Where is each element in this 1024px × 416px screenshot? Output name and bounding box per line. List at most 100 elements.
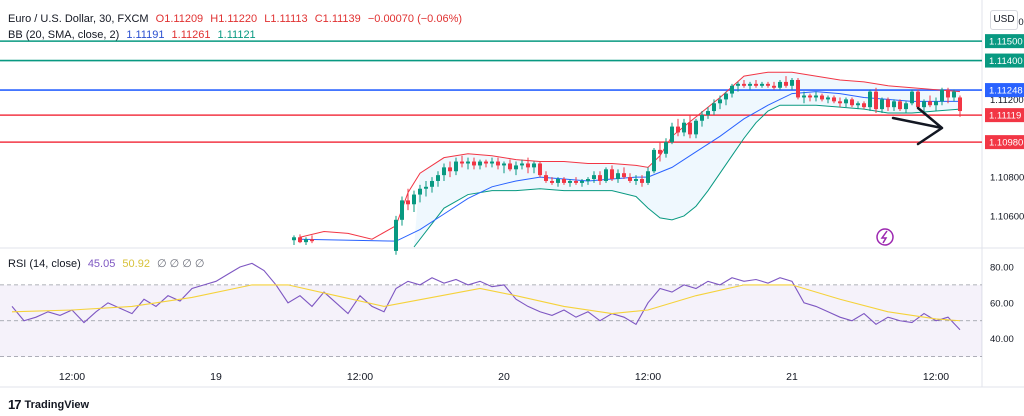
candle-body bbox=[442, 167, 446, 176]
candle-body bbox=[820, 95, 824, 100]
candle-body bbox=[694, 120, 698, 135]
candle-body bbox=[742, 83, 746, 86]
rsi-tick-label: 40.00 bbox=[990, 334, 1014, 345]
candle-body bbox=[394, 219, 398, 251]
candle-body bbox=[898, 101, 902, 110]
rsi-line bbox=[11, 262, 961, 331]
bb-fill bbox=[414, 72, 960, 248]
level-price-label: 1.11500 bbox=[989, 37, 1023, 48]
rsi-tick-label: 80.00 bbox=[990, 262, 1014, 273]
time-tick-label: 12:00 bbox=[347, 371, 373, 383]
candle-body bbox=[790, 79, 794, 86]
candle-body bbox=[640, 179, 644, 183]
candle-body bbox=[874, 91, 878, 110]
symbol-name[interactable]: Euro / U.S. Dollar, 30, FXCM bbox=[8, 13, 149, 25]
candle-body bbox=[436, 175, 440, 181]
change-value: −0.00070 (−0.06%) bbox=[367, 13, 463, 25]
candle-body bbox=[670, 126, 674, 143]
candle-body bbox=[808, 95, 812, 98]
candle-body bbox=[604, 169, 608, 181]
candle-body bbox=[778, 81, 782, 88]
candle-body bbox=[724, 93, 728, 100]
candle-body bbox=[502, 163, 506, 166]
candle-body bbox=[574, 180, 578, 183]
candle-body bbox=[784, 81, 788, 86]
candle-body bbox=[508, 163, 512, 170]
candle-body bbox=[466, 161, 470, 164]
candle-body bbox=[610, 169, 614, 180]
candle-body bbox=[850, 99, 854, 106]
close-value: C1.11139 bbox=[314, 13, 361, 25]
candle-body bbox=[430, 180, 434, 187]
level-price-tag bbox=[985, 83, 1024, 98]
candle-body bbox=[952, 91, 956, 98]
time-tick-label: 20 bbox=[498, 371, 510, 383]
candle-body bbox=[736, 83, 740, 86]
candle-body bbox=[760, 83, 764, 86]
bb-basis-value: 1.11191 bbox=[126, 29, 165, 41]
high-value: H1.11220 bbox=[210, 13, 258, 25]
candle-body bbox=[796, 79, 800, 98]
level-price-label: 1.11400 bbox=[989, 56, 1023, 67]
candle-body bbox=[406, 200, 410, 205]
candle-body bbox=[712, 103, 716, 112]
candle-body bbox=[580, 180, 584, 183]
price-tick-label: 1.10800 bbox=[990, 173, 1024, 184]
tradingview-branding[interactable]: 17 TradingView bbox=[8, 397, 89, 412]
time-tick-label: 19 bbox=[210, 371, 222, 383]
candle-body bbox=[622, 173, 626, 178]
replay-icon[interactable] bbox=[876, 228, 894, 246]
candle-body bbox=[868, 91, 872, 108]
candle-body bbox=[424, 186, 428, 189]
candle-body bbox=[688, 122, 692, 135]
arrow-annotation bbox=[891, 106, 944, 146]
candle-body bbox=[298, 237, 302, 243]
candle-body bbox=[418, 188, 422, 195]
candle-body bbox=[658, 149, 662, 154]
candle-body bbox=[526, 163, 530, 168]
open-value: O1.11209 bbox=[155, 13, 204, 25]
candle-body bbox=[802, 95, 806, 98]
rsi-tick-label: 60.00 bbox=[990, 298, 1014, 309]
bb-upper-value: 1.11261 bbox=[171, 29, 211, 41]
candle-body bbox=[886, 99, 890, 108]
time-tick-label: 12:00 bbox=[923, 371, 949, 383]
candle-body bbox=[700, 114, 704, 121]
candle-body bbox=[592, 175, 596, 180]
candle-body bbox=[310, 239, 314, 242]
bb-basis-line bbox=[299, 91, 960, 242]
candle-body bbox=[772, 85, 776, 88]
candle-body bbox=[934, 101, 938, 106]
candle-body bbox=[490, 161, 494, 164]
currency-button[interactable]: USD bbox=[990, 10, 1018, 30]
candle-body bbox=[496, 161, 500, 166]
candle-body bbox=[514, 165, 518, 170]
candle-body bbox=[754, 83, 758, 86]
candle-body bbox=[652, 149, 656, 172]
candle-body bbox=[460, 161, 464, 164]
brand-name: TradingView bbox=[24, 398, 90, 411]
candle-body bbox=[616, 173, 620, 180]
rsi-legend: RSI (14, close) 45.05 50.92 ∅ ∅ ∅ ∅ bbox=[8, 257, 209, 270]
candle-body bbox=[568, 180, 572, 183]
time-tick-label: 21 bbox=[786, 371, 798, 383]
candle-body bbox=[598, 175, 602, 181]
candle-body bbox=[826, 97, 830, 100]
candle-body bbox=[892, 101, 896, 108]
candle-body bbox=[520, 163, 524, 166]
bb-label[interactable]: BB (20, SMA, close, 2) bbox=[8, 29, 120, 41]
candle-body bbox=[634, 179, 638, 181]
level-price-tag bbox=[985, 108, 1024, 123]
candle-body bbox=[748, 83, 752, 86]
rsi-label[interactable]: RSI (14, close) bbox=[8, 258, 81, 270]
candle-body bbox=[544, 175, 548, 181]
rsi-ma-line bbox=[11, 284, 961, 322]
price-tick-label: 1.10600 bbox=[990, 211, 1024, 222]
candle-body bbox=[412, 194, 416, 205]
candle-body bbox=[538, 163, 542, 176]
candle-body bbox=[832, 97, 836, 102]
candle-body bbox=[664, 142, 668, 154]
candle-body bbox=[946, 89, 950, 98]
bb-legend: BB (20, SMA, close, 2) 1.11191 1.11261 1… bbox=[8, 29, 260, 41]
